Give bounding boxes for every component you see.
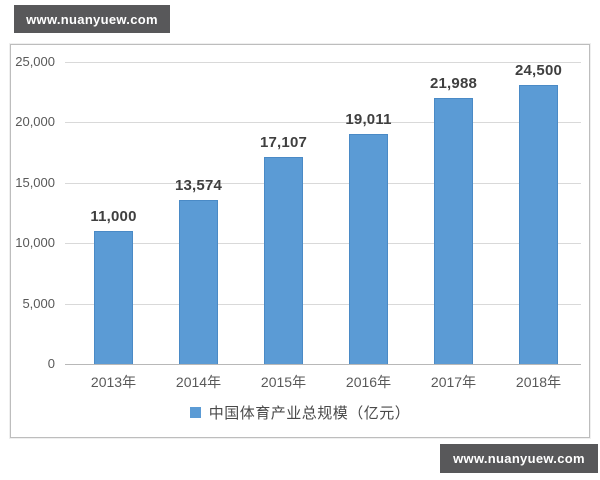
bar-value-label: 21,988 [429,75,478,93]
bar-value-label: 24,500 [514,62,563,79]
bar [434,98,473,364]
y-axis: 0 5,000 10,000 15,000 20,000 25,000 [11,54,55,371]
legend-label: 中国体育产业总规模（亿元） [208,405,411,422]
x-tick-label: 2014年 [175,374,222,390]
x-tick-label: 2016年 [345,374,392,390]
watermark-top: www.nuanyuew.com [14,5,170,33]
gridline [65,182,581,184]
y-tick-label: 25,000 [15,54,55,69]
bar [349,134,388,364]
bar-column: 19,011 [326,62,411,364]
watermark-bottom-text: www.nuanyuew.com [453,451,585,466]
bar-column: 21,988 [411,62,496,364]
bar-chart: 0 5,000 10,000 15,000 20,000 25,000 11,000 13,… [10,44,590,438]
bar [519,85,558,364]
legend-marker-icon [189,407,201,418]
bar [264,157,303,364]
y-tick-label: 10,000 [15,235,55,251]
watermark-top-text: www.nuanyuew.com [26,11,158,27]
bar-value-label: 19,011 [345,111,392,129]
bar-column: 13,574 [156,62,241,364]
y-tick-label: 15,000 [15,174,55,190]
plot-area: 11,000 13,574 17,107 19,011 21,988 24,500 [65,62,581,365]
bar-value-label: 17,107 [259,134,308,152]
gridline [65,303,581,305]
x-tick-label: 2018年 [515,374,562,390]
bar [179,200,218,364]
legend: 中国体育产业总规模（亿元） [11,402,589,423]
bar-column: 24,500 [496,62,581,364]
x-axis: 2013年 2014年 2015年 2016年 2017年 2018年 [71,372,581,392]
x-tick-label: 2017年 [430,374,477,390]
x-tick-label: 2013年 [90,374,137,390]
y-tick-label: 20,000 [15,114,55,130]
gridline [65,122,581,124]
watermark-bottom: www.nuanyuew.com [440,444,598,473]
bar-value-label: 11,000 [90,208,137,226]
bar-column: 11,000 [71,62,156,364]
bar-value-label: 13,574 [174,177,223,195]
gridline [65,243,581,245]
bar-columns: 11,000 13,574 17,107 19,011 21,988 24,500 [71,62,581,364]
bar [94,231,133,364]
x-tick-label: 2015年 [260,374,307,390]
gridline [65,62,581,63]
y-tick-label: 5,000 [22,295,55,311]
y-tick-label: 0 [47,356,55,371]
bar-column: 17,107 [241,62,326,364]
